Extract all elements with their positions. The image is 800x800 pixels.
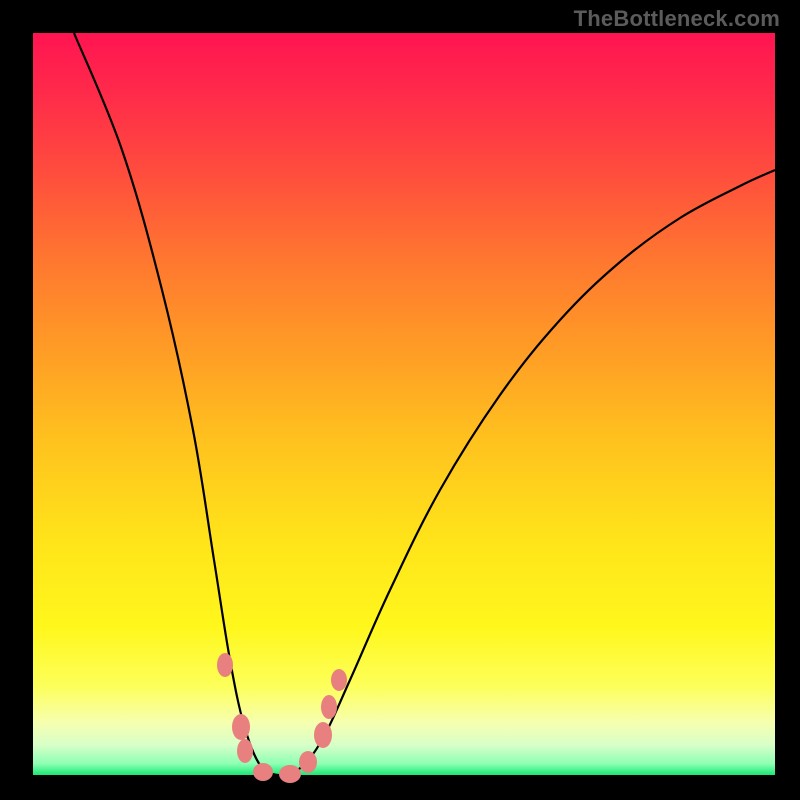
curve-marker	[321, 695, 337, 719]
watermark-text: TheBottleneck.com	[574, 6, 780, 32]
chart-canvas	[0, 0, 800, 800]
curve-marker	[237, 739, 253, 763]
curve-marker	[314, 722, 332, 748]
curve-marker	[331, 669, 347, 691]
plot-area	[33, 33, 775, 775]
curve-marker	[253, 763, 273, 781]
curve-marker	[232, 714, 250, 740]
curve-marker	[217, 653, 233, 677]
curve-marker	[299, 751, 317, 773]
curve-marker	[279, 765, 301, 783]
